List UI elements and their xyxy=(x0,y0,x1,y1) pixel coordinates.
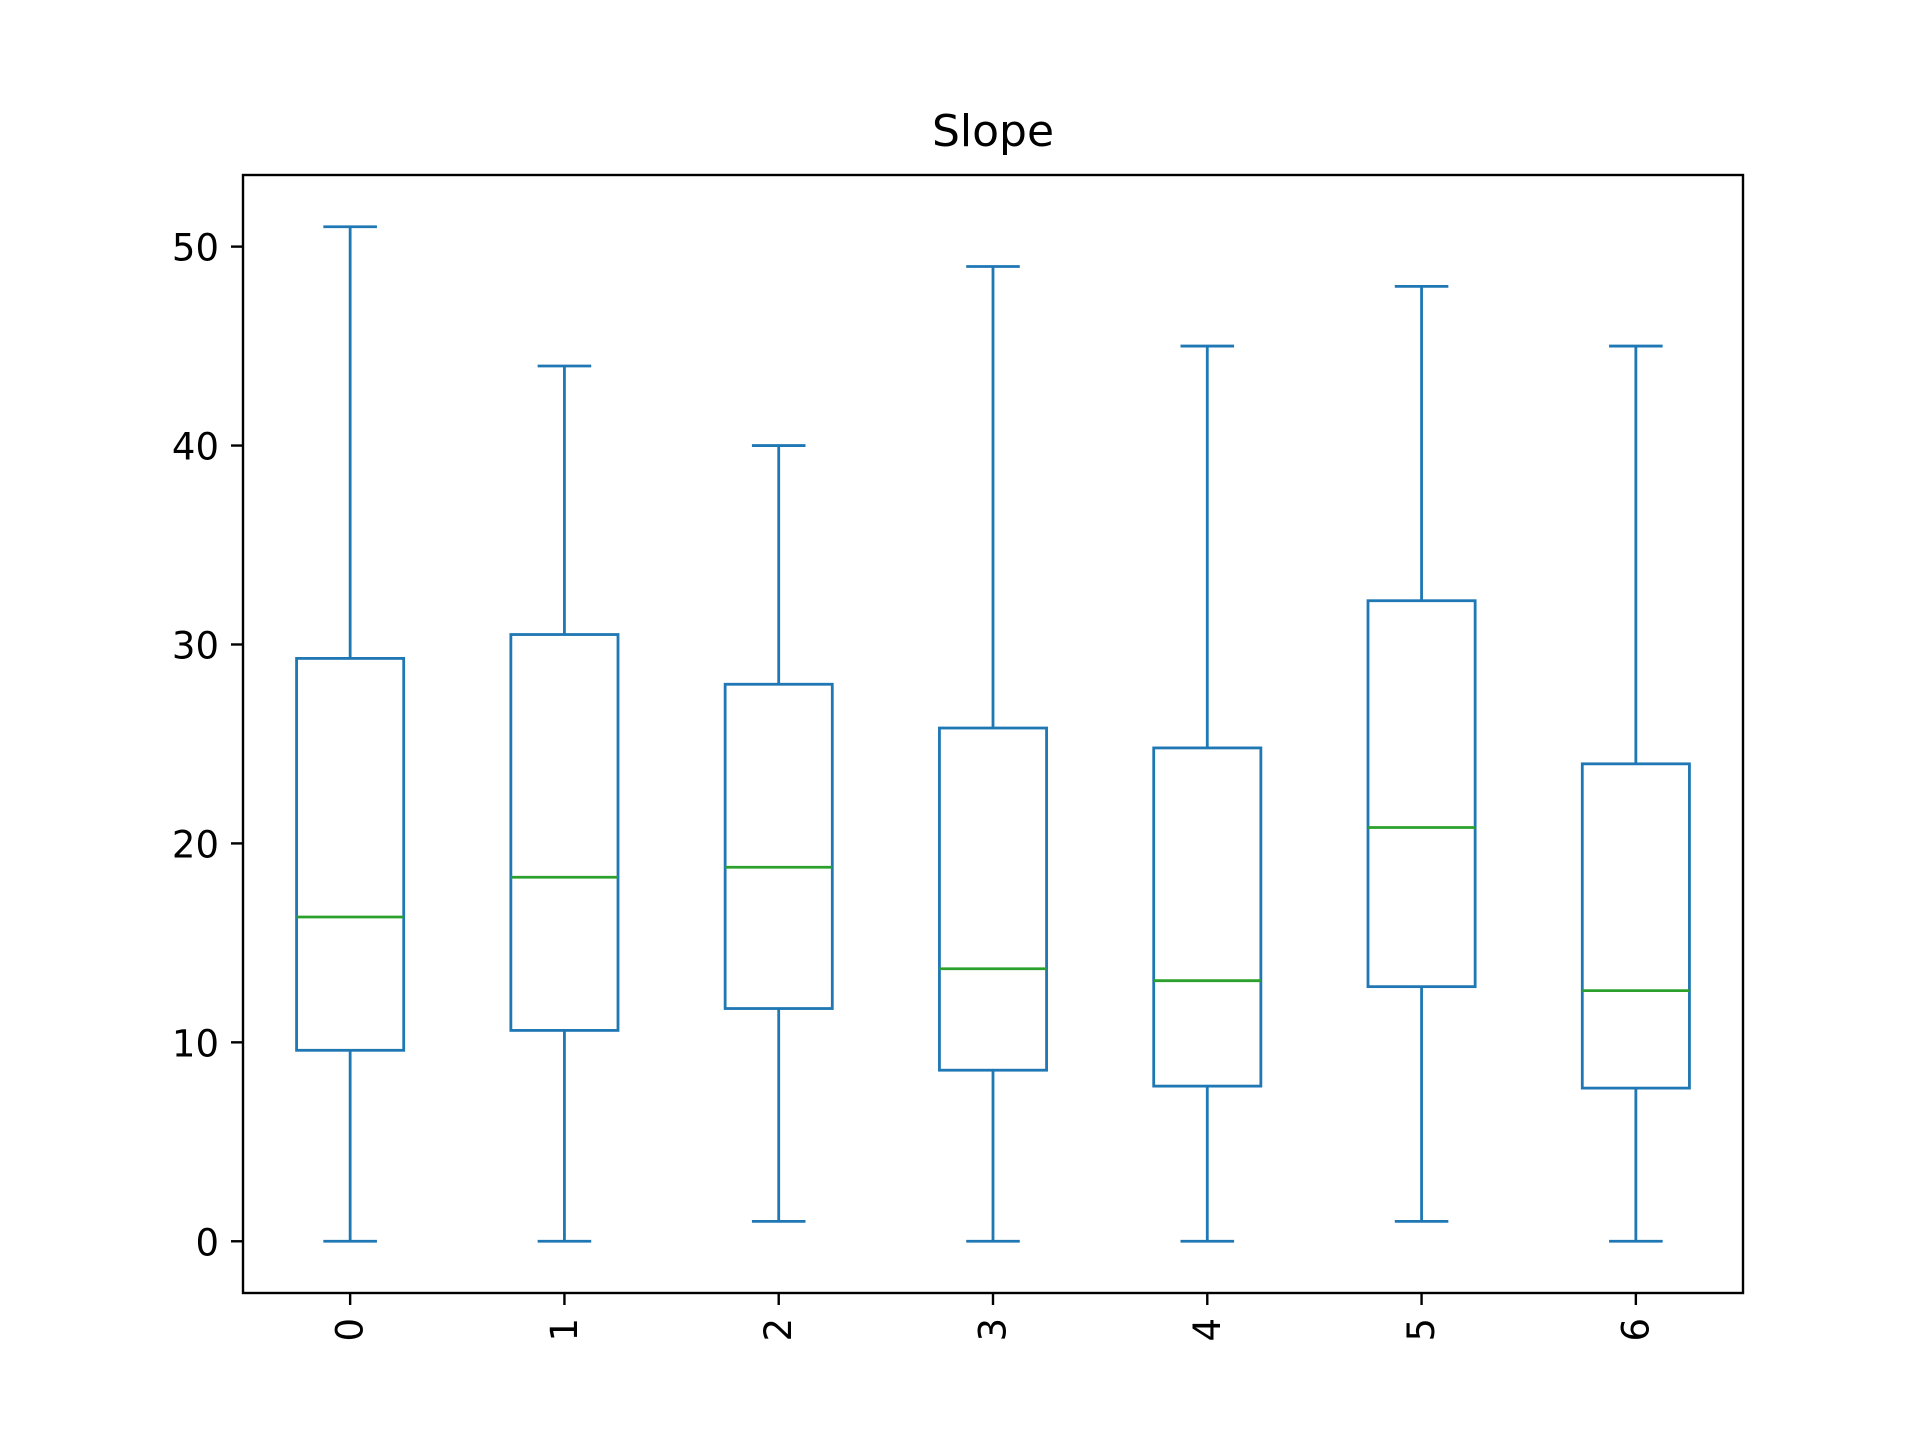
y-tick-label: 20 xyxy=(172,823,219,866)
iqr-box xyxy=(938,726,1048,1072)
iqr-box xyxy=(1152,746,1263,1088)
x-tick-label: 6 xyxy=(1614,1318,1657,1342)
iqr-box xyxy=(509,633,620,1032)
box-5 xyxy=(1366,285,1477,1223)
y-tick-label: 0 xyxy=(195,1221,219,1264)
y-axis: 0 10 20 30 40 50 xyxy=(172,227,243,1264)
x-tick-label: 1 xyxy=(543,1318,586,1342)
box-1 xyxy=(509,364,620,1243)
x-tick-label: 2 xyxy=(757,1318,800,1342)
chart-title: Slope xyxy=(932,106,1054,157)
iqr-box xyxy=(1580,762,1691,1090)
y-tick-label: 10 xyxy=(172,1022,219,1065)
y-tick-label: 40 xyxy=(172,426,219,469)
x-tick-label: 0 xyxy=(329,1318,372,1342)
box-2 xyxy=(723,444,834,1223)
y-tick-label: 30 xyxy=(172,624,219,667)
box-0 xyxy=(295,225,406,1243)
box-4 xyxy=(1152,344,1263,1243)
x-tick-label: 4 xyxy=(1186,1318,1229,1342)
y-tick-label: 50 xyxy=(172,227,219,270)
box-3 xyxy=(938,265,1048,1243)
x-tick-label: 5 xyxy=(1400,1318,1443,1342)
iqr-box xyxy=(723,682,834,1010)
plot-frame xyxy=(241,173,1745,1295)
iqr-box xyxy=(1366,599,1477,989)
x-tick-label: 3 xyxy=(972,1318,1015,1342)
boxes-layer xyxy=(295,225,1691,1243)
iqr-box xyxy=(295,657,406,1052)
box-6 xyxy=(1580,344,1691,1243)
x-axis: 0 1 2 3 4 5 6 xyxy=(329,1293,1657,1342)
